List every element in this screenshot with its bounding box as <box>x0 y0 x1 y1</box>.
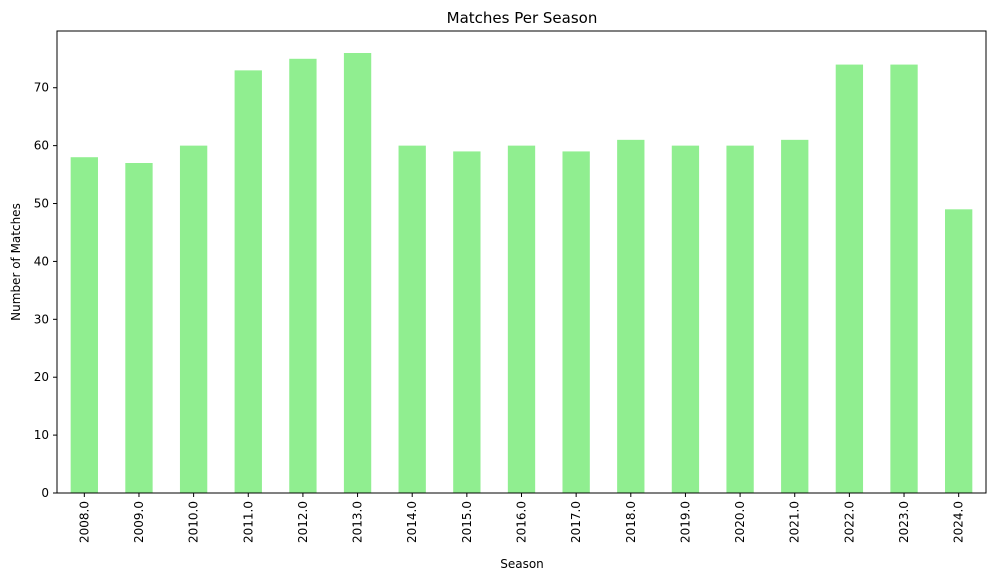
x-tick-label: 2009.0 <box>132 501 146 543</box>
y-tick-label: 70 <box>34 81 49 95</box>
plot-frame <box>56 30 987 494</box>
y-tick-label: 10 <box>34 428 49 442</box>
bar <box>726 145 754 493</box>
y-tick-label: 30 <box>34 312 49 326</box>
x-tick-label: 2018.0 <box>624 501 638 543</box>
x-tick-label: 2021.0 <box>788 501 802 543</box>
bars-group <box>70 53 973 494</box>
bar <box>890 64 918 493</box>
bar <box>453 151 481 494</box>
bar <box>781 139 809 493</box>
x-tick-label: 2008.0 <box>77 501 91 543</box>
x-tick-label: 2019.0 <box>678 501 692 543</box>
chart-title: Matches Per Season <box>447 9 598 27</box>
x-tick-label: 2020.0 <box>733 501 747 543</box>
bar <box>343 53 372 493</box>
y-tick-label: 50 <box>34 197 49 211</box>
x-tick-label: 2017.0 <box>569 501 583 543</box>
x-tick-label: 2014.0 <box>405 501 419 543</box>
bar <box>945 209 973 493</box>
x-tick-label: 2016.0 <box>515 501 529 543</box>
x-tick-label: 2013.0 <box>351 501 365 543</box>
x-tick-label: 2010.0 <box>187 501 201 543</box>
x-axis-label: Season <box>500 557 544 571</box>
bar <box>507 145 536 493</box>
y-tick-label: 0 <box>41 486 49 500</box>
y-tick-label: 20 <box>34 370 49 384</box>
y-tick-label: 40 <box>34 254 49 268</box>
bar <box>179 145 208 493</box>
bar <box>562 151 590 494</box>
bar <box>125 163 153 493</box>
x-tick-label: 2024.0 <box>952 501 966 543</box>
x-tick-label: 2012.0 <box>296 501 310 543</box>
bar <box>398 145 426 493</box>
bar <box>671 145 700 493</box>
bar <box>835 64 864 493</box>
y-axis: 0 10 20 30 40 50 60 70 <box>34 81 57 500</box>
bar <box>617 139 645 493</box>
x-tick-label: 2015.0 <box>460 501 474 543</box>
bar <box>70 157 98 493</box>
x-axis: 2008.0 2009.0 2010.0 2011.0 2012.0 2013.0 2014… <box>77 493 966 543</box>
x-tick-label: 2022.0 <box>842 501 856 543</box>
x-tick-label: 2023.0 <box>897 501 911 543</box>
x-tick-label: 2011.0 <box>241 501 255 543</box>
bar <box>234 70 262 494</box>
y-tick-label: 60 <box>34 139 49 153</box>
y-axis-label: Number of Matches <box>9 203 23 321</box>
bar <box>289 58 317 493</box>
